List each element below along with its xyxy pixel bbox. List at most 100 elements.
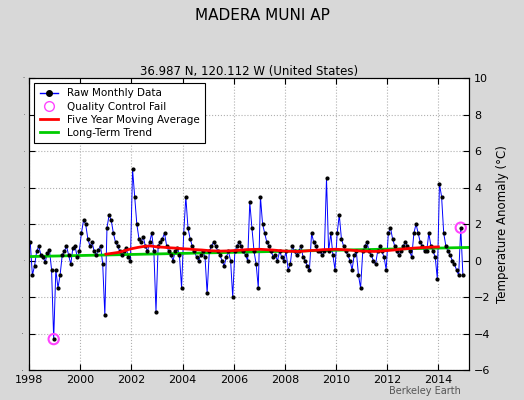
Point bbox=[220, 263, 228, 269]
Text: MADERA MUNI AP: MADERA MUNI AP bbox=[194, 8, 330, 23]
Point bbox=[452, 266, 461, 273]
Point bbox=[292, 252, 301, 258]
Point bbox=[194, 257, 203, 264]
Point bbox=[30, 263, 39, 269]
Point bbox=[312, 243, 320, 249]
Point bbox=[162, 243, 171, 249]
Point bbox=[62, 243, 71, 249]
Point bbox=[75, 248, 83, 255]
Point bbox=[265, 243, 273, 249]
Point bbox=[427, 243, 435, 249]
Point bbox=[305, 266, 314, 273]
Point bbox=[224, 248, 233, 255]
Point bbox=[456, 224, 465, 231]
Point bbox=[276, 248, 284, 255]
Point bbox=[58, 252, 67, 258]
Point bbox=[456, 224, 465, 231]
Point bbox=[105, 212, 113, 218]
Point bbox=[316, 248, 324, 255]
Point bbox=[438, 194, 446, 200]
Point bbox=[369, 257, 378, 264]
Point bbox=[207, 243, 215, 249]
Point bbox=[286, 261, 294, 268]
Legend: Raw Monthly Data, Quality Control Fail, Five Year Moving Average, Long-Term Tren: Raw Monthly Data, Quality Control Fail, … bbox=[35, 83, 205, 143]
Point bbox=[326, 230, 335, 236]
Point bbox=[90, 248, 99, 255]
Point bbox=[205, 248, 213, 255]
Point bbox=[384, 230, 392, 236]
Point bbox=[54, 285, 62, 291]
Point bbox=[175, 252, 183, 258]
Point bbox=[420, 248, 429, 255]
Point bbox=[408, 254, 416, 260]
Point bbox=[203, 290, 211, 297]
Point bbox=[344, 252, 352, 258]
Point bbox=[340, 243, 348, 249]
Point bbox=[342, 248, 350, 255]
Point bbox=[388, 236, 397, 242]
Point bbox=[122, 245, 130, 251]
Point bbox=[192, 254, 201, 260]
Point bbox=[288, 243, 297, 249]
Text: Berkeley Earth: Berkeley Earth bbox=[389, 386, 461, 396]
Point bbox=[92, 252, 101, 258]
Point bbox=[322, 175, 331, 182]
Point bbox=[248, 224, 256, 231]
Point bbox=[113, 243, 122, 249]
Point bbox=[376, 243, 384, 249]
Point bbox=[269, 254, 277, 260]
Point bbox=[390, 243, 399, 249]
Point bbox=[143, 248, 151, 255]
Point bbox=[435, 181, 444, 187]
Point bbox=[363, 239, 371, 246]
Point bbox=[103, 224, 111, 231]
Point bbox=[416, 239, 424, 246]
Point bbox=[47, 266, 56, 273]
Point bbox=[401, 239, 410, 246]
Point bbox=[354, 272, 363, 278]
Point bbox=[280, 257, 288, 264]
Point bbox=[150, 248, 158, 255]
Point bbox=[156, 239, 165, 246]
Point bbox=[141, 243, 149, 249]
Point bbox=[431, 254, 440, 260]
Point bbox=[392, 248, 401, 255]
Point bbox=[252, 261, 260, 268]
Point bbox=[218, 257, 226, 264]
Point bbox=[233, 243, 241, 249]
Point bbox=[190, 248, 199, 255]
Point bbox=[56, 272, 64, 278]
Point bbox=[260, 230, 269, 236]
Point bbox=[271, 252, 279, 258]
Point bbox=[333, 230, 341, 236]
Point bbox=[320, 248, 329, 255]
Point bbox=[96, 243, 105, 249]
Point bbox=[301, 257, 309, 264]
Point bbox=[406, 248, 414, 255]
Point bbox=[28, 272, 37, 278]
Point bbox=[446, 252, 454, 258]
Point bbox=[60, 248, 69, 255]
Point bbox=[84, 236, 92, 242]
Point bbox=[88, 239, 96, 246]
Point bbox=[73, 254, 81, 260]
Point bbox=[26, 239, 35, 246]
Point bbox=[444, 248, 452, 255]
Point bbox=[310, 239, 318, 246]
Point bbox=[448, 257, 456, 264]
Point bbox=[210, 239, 218, 246]
Point bbox=[137, 239, 145, 246]
Point bbox=[118, 252, 126, 258]
Point bbox=[64, 252, 73, 258]
Point bbox=[254, 285, 263, 291]
Point bbox=[41, 259, 49, 266]
Point bbox=[356, 285, 365, 291]
Point bbox=[49, 336, 58, 342]
Point bbox=[395, 252, 403, 258]
Point bbox=[196, 252, 205, 258]
Point bbox=[294, 248, 303, 255]
Point bbox=[167, 252, 175, 258]
Point bbox=[284, 266, 292, 273]
Point bbox=[290, 248, 299, 255]
Y-axis label: Temperature Anomaly (°C): Temperature Anomaly (°C) bbox=[496, 145, 509, 303]
